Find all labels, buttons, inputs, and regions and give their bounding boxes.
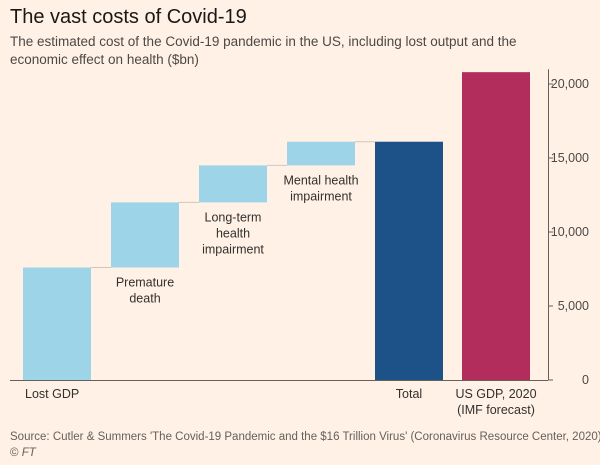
category-label: impairment	[202, 242, 264, 256]
category-label: death	[129, 292, 160, 306]
chart-subtitle: The estimated cost of the Covid-19 pande…	[10, 34, 517, 67]
category-label: impairment	[290, 189, 352, 203]
category-label: Total	[396, 387, 422, 401]
waterfall-step-bar	[111, 202, 179, 268]
y-tick-label: 15,000	[551, 151, 589, 165]
category-label: Mental health	[283, 173, 358, 187]
category-label: Long-term	[205, 210, 262, 224]
category-label: Lost GDP	[25, 387, 79, 401]
source-note: Source: Cutler & Summers 'The Covid-19 P…	[10, 431, 600, 443]
y-tick-label: 0	[582, 373, 589, 387]
category-label: US GDP, 2020	[455, 387, 536, 401]
category-label: (IMF forecast)	[457, 403, 535, 417]
credit-line: © FT	[10, 447, 36, 459]
waterfall-step-bar	[287, 141, 355, 166]
waterfall-chart: 0 5,000 10,000 15,000 20,000 Lost GDP Prematur…	[10, 69, 589, 417]
ft-brand: FT	[21, 447, 36, 459]
total-bar	[375, 141, 443, 380]
us-gdp-bar	[462, 72, 530, 380]
category-label: health	[216, 226, 250, 240]
y-tick-label: 20,000	[551, 77, 589, 91]
waterfall-step-bar	[199, 165, 267, 203]
copyright-symbol: ©	[10, 447, 19, 459]
chart-title: The vast costs of Covid-19	[10, 6, 247, 28]
category-label: Premature	[116, 276, 174, 290]
waterfall-step-bar	[23, 267, 91, 380]
y-tick-label: 5,000	[558, 299, 589, 313]
y-tick-label: 10,000	[551, 225, 589, 239]
